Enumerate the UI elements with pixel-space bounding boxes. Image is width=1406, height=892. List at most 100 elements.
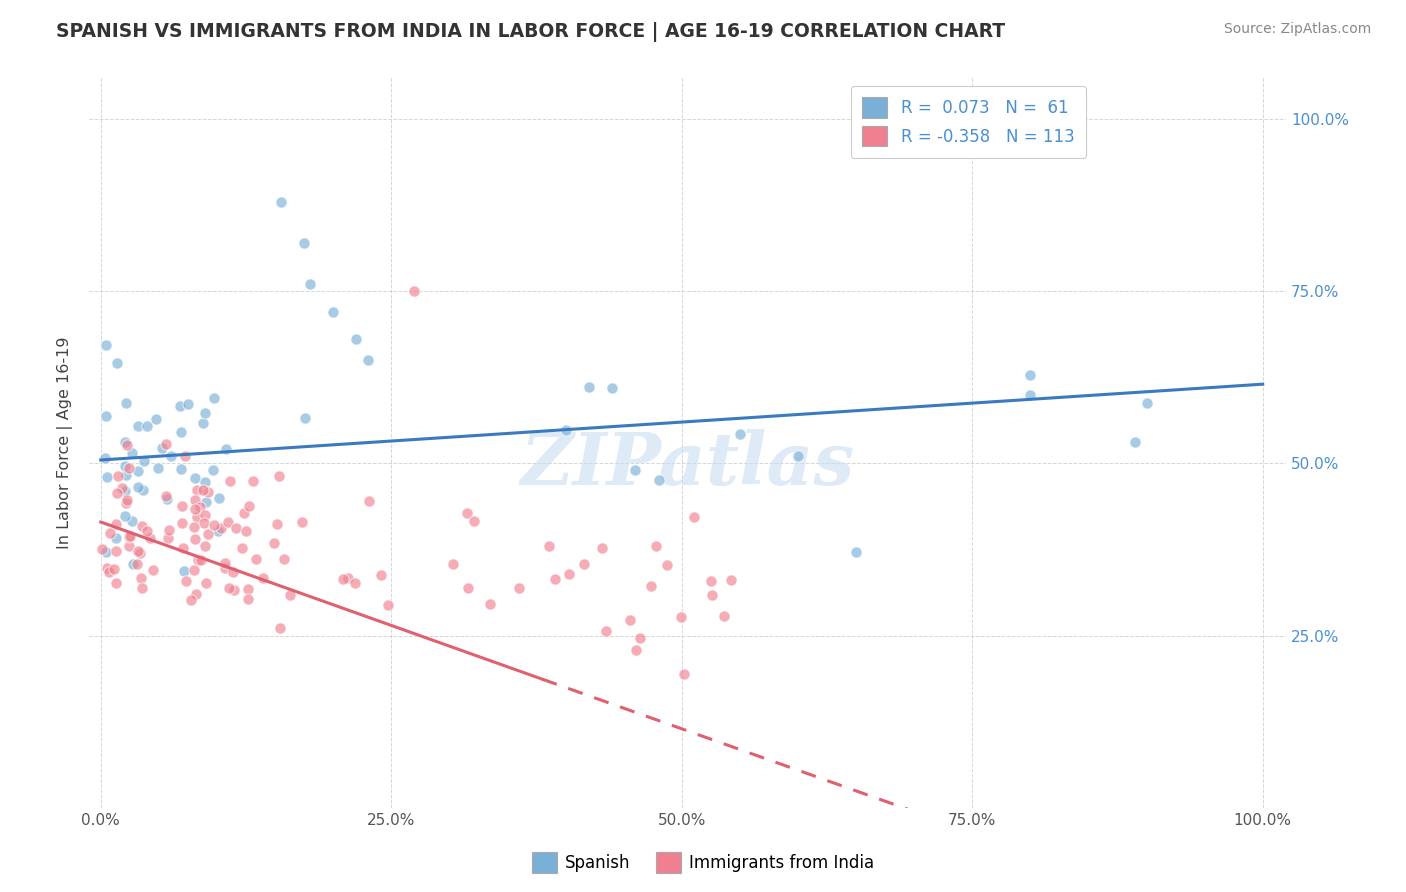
Point <box>150 442 173 456</box>
Point <box>554 423 576 437</box>
Point <box>787 449 810 463</box>
Point <box>280 588 302 602</box>
Point <box>700 574 723 589</box>
Point <box>456 506 478 520</box>
Point <box>170 461 193 475</box>
Point <box>263 536 285 550</box>
Point <box>114 458 136 473</box>
Point <box>186 483 208 497</box>
Point <box>377 598 399 612</box>
Point <box>222 565 245 579</box>
Point <box>1019 387 1042 401</box>
Point <box>170 425 193 439</box>
Point <box>294 411 316 425</box>
Point <box>208 491 231 506</box>
Point <box>118 539 141 553</box>
Point <box>157 523 180 537</box>
Point <box>114 396 136 410</box>
Point <box>122 557 145 571</box>
Point <box>183 563 205 577</box>
Point <box>269 621 291 635</box>
Point <box>357 494 380 508</box>
Point <box>186 510 208 524</box>
Point <box>193 483 215 497</box>
Point <box>131 582 153 596</box>
Point <box>127 544 149 558</box>
Point <box>184 502 207 516</box>
Point <box>404 284 426 298</box>
Point <box>197 484 219 499</box>
Point <box>127 464 149 478</box>
Point <box>129 546 152 560</box>
Point <box>142 563 165 577</box>
Point <box>267 469 290 483</box>
Point <box>156 492 179 507</box>
Point <box>155 437 177 451</box>
Point <box>370 568 392 582</box>
Point <box>344 332 367 346</box>
Point <box>136 418 159 433</box>
Point <box>235 524 257 539</box>
Point <box>127 480 149 494</box>
Point <box>180 593 202 607</box>
Point <box>647 473 669 487</box>
Point <box>713 609 735 624</box>
Point <box>217 515 239 529</box>
Point <box>457 581 479 595</box>
Point <box>194 475 217 489</box>
Point <box>702 588 724 602</box>
Point <box>209 521 232 535</box>
Point <box>115 496 138 510</box>
Point <box>105 356 128 370</box>
Point <box>214 561 236 575</box>
Point <box>578 380 600 394</box>
Point <box>728 426 751 441</box>
Point <box>266 517 288 532</box>
Point <box>194 539 217 553</box>
Point <box>104 544 127 558</box>
Point <box>291 515 314 529</box>
Point <box>139 531 162 545</box>
Point <box>537 539 560 553</box>
Point <box>194 495 217 509</box>
Point <box>544 572 567 586</box>
Point <box>207 524 229 539</box>
Point <box>558 566 581 581</box>
Point <box>94 545 117 559</box>
Point <box>193 508 215 523</box>
Point <box>184 471 207 485</box>
Point <box>121 515 143 529</box>
Point <box>218 582 240 596</box>
Point <box>238 499 260 513</box>
Point <box>332 572 354 586</box>
Point <box>201 462 224 476</box>
Point <box>174 449 197 463</box>
Point <box>194 576 217 591</box>
Point <box>173 564 195 578</box>
Point <box>640 579 662 593</box>
Point <box>231 541 253 555</box>
Point <box>110 481 132 495</box>
Point <box>595 624 617 638</box>
Point <box>682 510 704 524</box>
Point <box>127 557 149 571</box>
Point <box>131 483 153 497</box>
Point <box>118 530 141 544</box>
Point <box>1123 435 1146 450</box>
Point <box>131 518 153 533</box>
Point <box>104 576 127 591</box>
Point <box>273 552 295 566</box>
Point <box>103 562 125 576</box>
Point <box>628 632 651 646</box>
Point <box>105 486 128 500</box>
Point <box>219 474 242 488</box>
Point <box>236 582 259 597</box>
Point <box>104 532 127 546</box>
Point <box>107 469 129 483</box>
Point <box>720 573 742 587</box>
Point <box>193 516 215 531</box>
Point <box>202 391 225 405</box>
Point <box>172 516 194 530</box>
Point <box>1019 368 1042 382</box>
Point <box>94 409 117 423</box>
